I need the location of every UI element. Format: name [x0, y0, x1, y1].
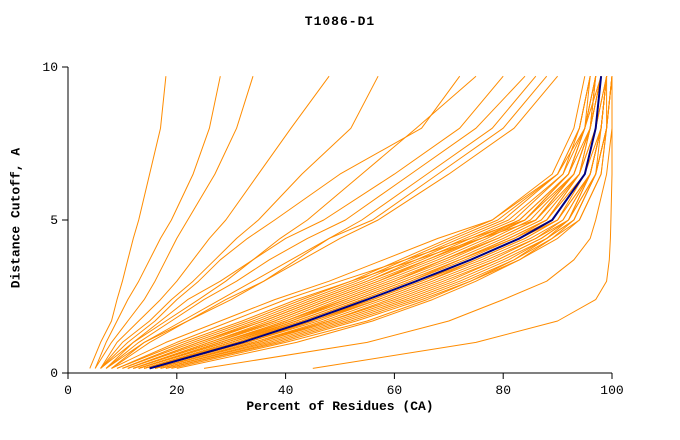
model-curve: [105, 75, 548, 369]
model-curve: [116, 76, 602, 369]
model-curve: [203, 76, 613, 369]
model-curve: [138, 76, 602, 369]
model-curve: [94, 76, 254, 369]
highlight-curve: [149, 76, 603, 370]
model-curve: [149, 76, 602, 369]
model-curve: [138, 76, 602, 369]
x-tick-label: 100: [600, 383, 623, 398]
x-axis-label: Percent of Residues (CA): [246, 399, 434, 414]
model-curve: [105, 75, 526, 369]
model-curve: [154, 76, 608, 369]
model-curve: [122, 76, 586, 369]
model-curve: [149, 76, 608, 369]
x-tick-label: 0: [64, 383, 72, 398]
model-curve: [312, 76, 613, 369]
model-curve: [111, 75, 537, 369]
model-curve: [176, 76, 613, 369]
model-curve: [100, 75, 330, 369]
model-curve: [171, 76, 608, 369]
x-tick-label: 60: [387, 383, 403, 398]
model-curve: [160, 76, 608, 369]
y-axis-label: Distance Cutoff, A: [8, 147, 24, 289]
model-curve: [127, 76, 597, 369]
chart-title: T1086-D1: [304, 14, 376, 29]
model-curve: [111, 76, 602, 369]
y-tick-label: 10: [42, 60, 58, 75]
model-curve: [133, 76, 597, 369]
x-tick-label: 20: [169, 383, 185, 398]
model-curve: [149, 76, 608, 369]
model-curve: [100, 75, 504, 369]
y-tick-label: 0: [50, 366, 58, 381]
x-tick-label: 40: [278, 383, 294, 398]
model-curve: [111, 75, 558, 369]
model-curve: [100, 75, 379, 369]
y-tick-label: 5: [50, 213, 58, 228]
model-curve: [94, 76, 221, 369]
model-curve: [89, 76, 167, 369]
model-curve: [149, 76, 608, 369]
model-curve: [116, 76, 597, 369]
x-tick-label: 80: [495, 383, 511, 398]
model-curve: [100, 75, 461, 369]
